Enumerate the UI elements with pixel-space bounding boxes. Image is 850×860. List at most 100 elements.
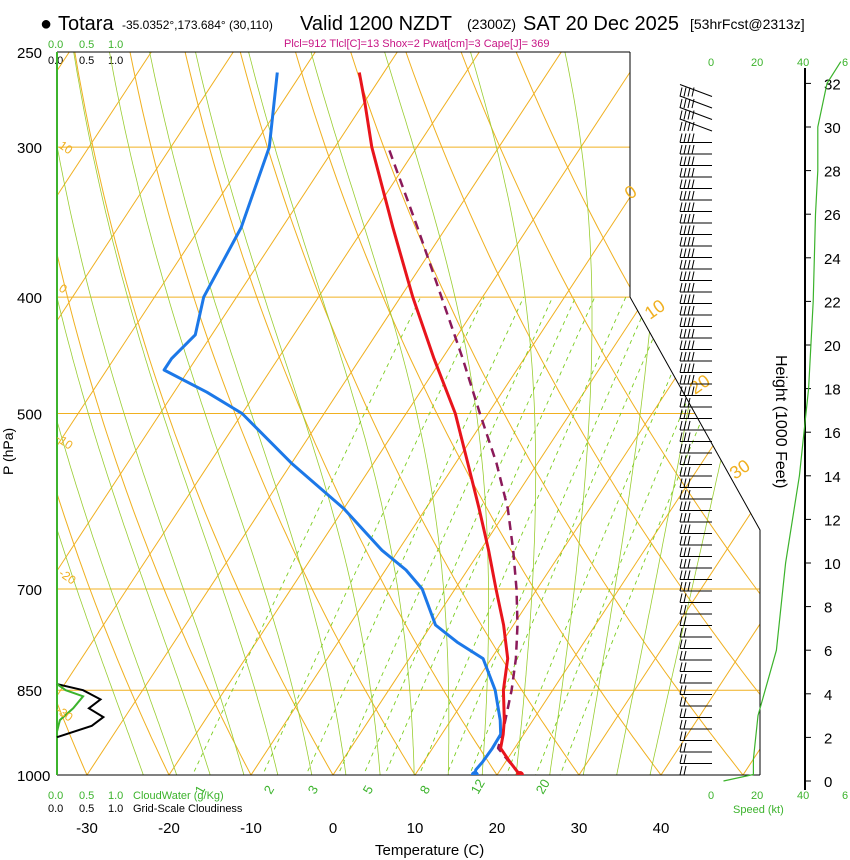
wind-barb-feather — [687, 524, 691, 534]
bullet-icon: ● — [40, 13, 52, 35]
dry-adiabat-line — [452, 52, 760, 775]
wind-barb-feather — [679, 340, 683, 350]
wind-barb-feather — [679, 604, 683, 615]
wind-barb-feather — [691, 190, 695, 201]
wind-barb-feather — [683, 570, 687, 580]
wind-barb-feather — [683, 501, 687, 511]
wind-barb-feather — [691, 156, 695, 166]
wind-barb — [679, 340, 712, 350]
wind-barb-feather — [691, 328, 695, 339]
height-tick-label: 8 — [824, 600, 832, 617]
wind-barb-feather — [691, 110, 695, 120]
wind-barb-feather — [691, 248, 695, 258]
wind-barb — [679, 386, 712, 396]
wind-barb-feather — [683, 455, 687, 465]
temperature-tick-label: -30 — [76, 820, 98, 837]
wind-barb-feather — [683, 754, 687, 764]
pressure-tick-label: 500 — [17, 407, 42, 424]
dry-adiabat-line — [507, 52, 760, 775]
wind-barb-feather — [687, 340, 691, 350]
wind-barb-feather — [679, 501, 683, 511]
wind-barb-feather — [687, 328, 691, 339]
wind-barb-feather — [683, 409, 687, 419]
cloudiness-trace — [56, 681, 106, 739]
wind-barb — [679, 420, 712, 431]
isotherm-line — [643, 52, 760, 775]
wind-barb-feather — [683, 420, 687, 431]
wind-barb-feather — [683, 765, 687, 776]
isotherm-line — [151, 52, 658, 775]
dry-adiabat-label: 10 — [56, 138, 75, 157]
mixing-ratio-line — [250, 296, 485, 775]
wind-barb — [679, 639, 712, 649]
wind-barb-feather — [683, 397, 687, 408]
wind-barb-feather — [687, 294, 691, 304]
wind-barb-feather — [679, 225, 683, 235]
height-tick-label: 2 — [824, 730, 832, 747]
wind-barb — [679, 397, 712, 408]
wind-barb-feather — [683, 443, 687, 454]
valid-time: Valid 1200 NZDT — [300, 13, 452, 35]
wind-barb-feather — [683, 110, 687, 120]
forecast-tag: [53hrFcst@2313z] — [690, 16, 805, 32]
wind-barb-staff — [679, 118, 713, 132]
mixing-ratio-label: 12 — [468, 776, 488, 796]
wind-barb-feather — [683, 650, 687, 661]
height-tick-label: 6 — [824, 643, 832, 660]
wind-barb-feather — [683, 87, 687, 97]
wind-barb-feather — [691, 98, 695, 109]
thermo-grid — [57, 52, 760, 775]
wind-barb-feather — [679, 317, 683, 327]
speed-bottom-tick: 6 — [842, 790, 848, 802]
speed-label: Speed (kt) — [733, 804, 784, 816]
dewpoint-trace — [162, 72, 503, 775]
height-tick-label: 14 — [824, 469, 841, 486]
wind-barb-feather — [679, 708, 683, 718]
moist-adiabat-line — [545, 52, 593, 775]
wind-barb-feather — [691, 225, 695, 235]
dry-adiabat-label: 0 — [621, 181, 641, 203]
wind-barb-feather — [691, 271, 695, 281]
wind-barb-feather — [687, 271, 691, 281]
wind-barb-feather — [683, 271, 687, 281]
wind-barb-feather — [679, 466, 683, 477]
wind-barb — [679, 351, 712, 362]
wind-barb-feather — [683, 190, 687, 201]
height-tick-label: 12 — [824, 512, 841, 529]
wind-barb-feather — [691, 374, 695, 385]
wind-barb-feather — [687, 98, 691, 109]
plot-frame — [56, 51, 811, 790]
wind-barb-feather — [679, 455, 683, 465]
wind-barb-feather — [683, 363, 687, 373]
wind-barb-feather — [691, 351, 695, 362]
wind-barb-feather — [683, 167, 687, 178]
moist-adiabat-line — [69, 52, 284, 775]
wind-barb — [679, 685, 712, 695]
wind-barb — [679, 167, 712, 178]
wind-barb-feather — [691, 213, 695, 224]
wind-barb-feather — [679, 662, 683, 672]
speed-bottom-ticks: 0 20 40 6 Speed (kt) — [708, 790, 848, 816]
isotherm-line — [57, 52, 412, 775]
wind-barb-feather — [683, 294, 687, 304]
isotherm-line — [57, 52, 494, 775]
pressure-tick-label: 250 — [17, 45, 42, 62]
temperature-tick-label: 0 — [329, 820, 337, 837]
cw-top-tick: 0.5 — [79, 39, 94, 51]
height-tick-label: 20 — [824, 338, 841, 355]
temperature-tick-label: 40 — [653, 820, 670, 837]
wind-barb-feather — [683, 719, 687, 730]
moist-adiabat-line — [190, 52, 383, 775]
speed-top-tick: 20 — [751, 57, 763, 69]
wind-barb-feather — [679, 685, 683, 695]
wind-barb — [679, 512, 712, 523]
wind-barb-feather — [687, 179, 691, 189]
wind-barb-feather — [687, 581, 691, 592]
wind-barb-feather — [683, 524, 687, 534]
dry-adiabat-line — [57, 52, 99, 775]
height-tick-label: 18 — [824, 382, 841, 399]
wind-barb — [679, 190, 712, 201]
wind-barb — [679, 719, 712, 730]
parcel-trace — [387, 146, 521, 775]
wind-barb-feather — [691, 363, 695, 373]
